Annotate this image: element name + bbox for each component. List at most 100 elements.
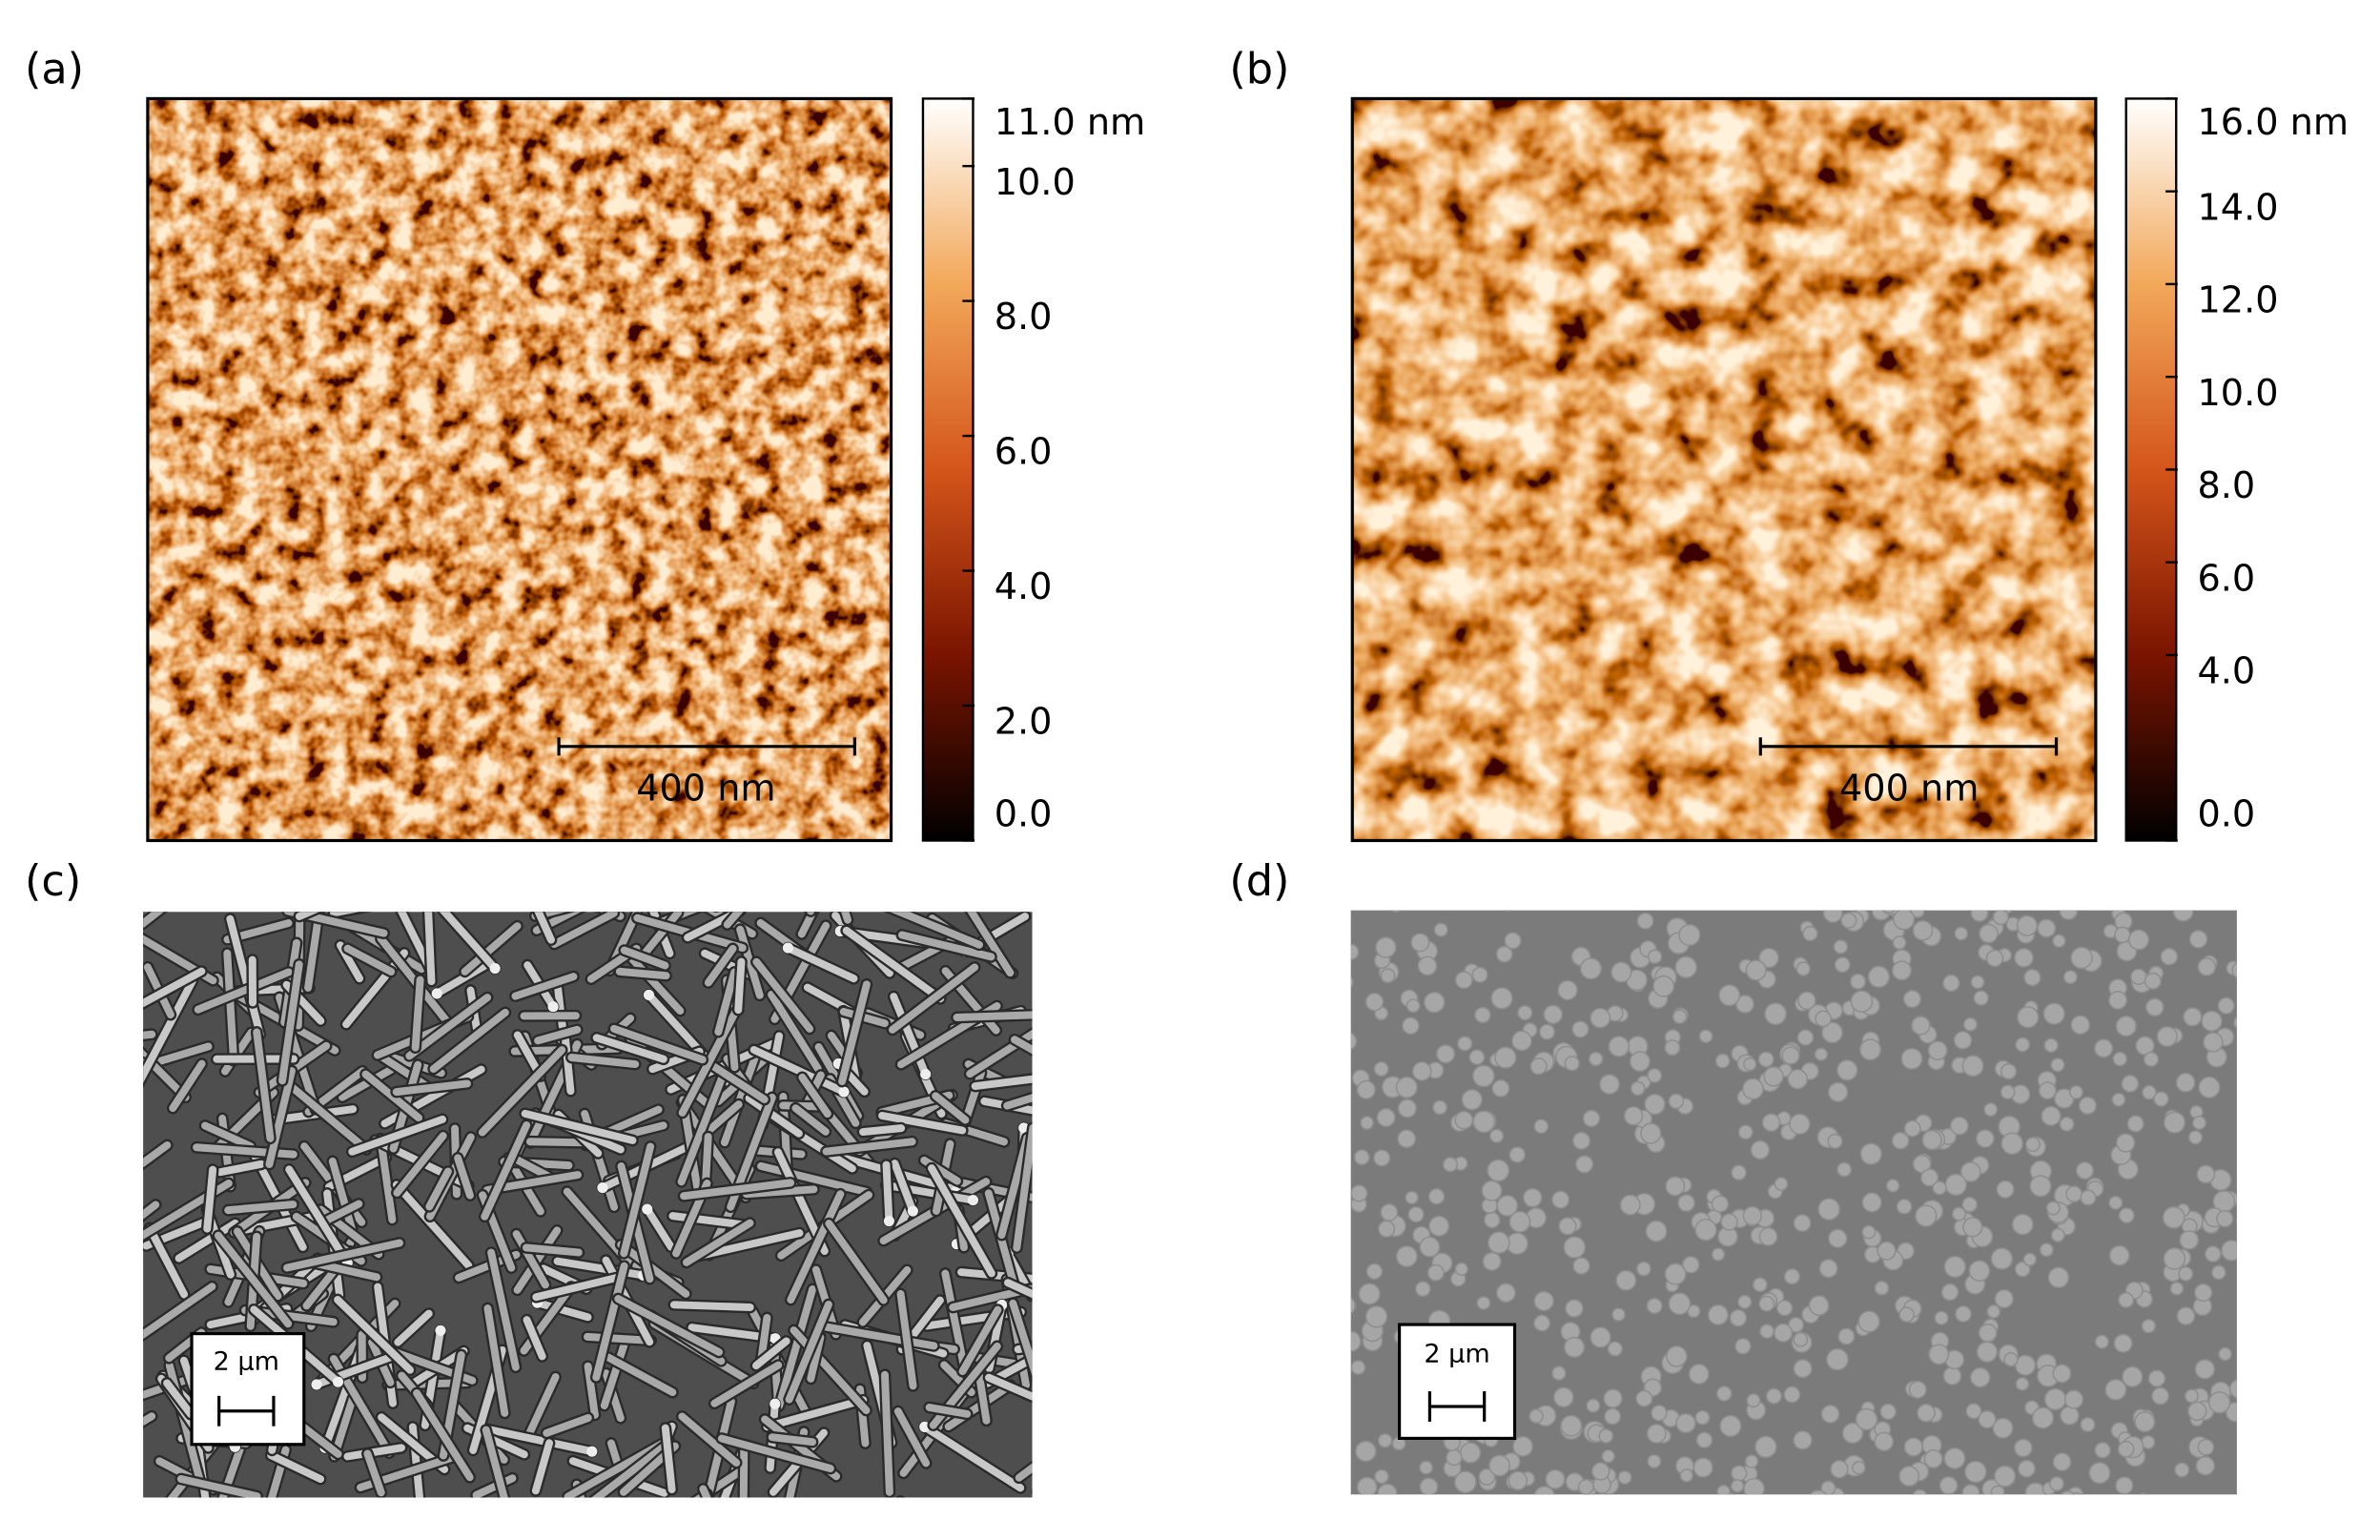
colorbar-tick-label: 10.0 [2198, 373, 2279, 415]
rod [1013, 1123, 1033, 1252]
particle [1575, 1155, 1594, 1174]
particle [2153, 1091, 2169, 1107]
rod [214, 1231, 293, 1328]
particle [1882, 910, 1896, 914]
rod [267, 1451, 325, 1484]
particle [1715, 1386, 1733, 1402]
particle [1350, 1184, 1368, 1202]
particle [2221, 1240, 2237, 1262]
rod [785, 1301, 832, 1404]
particle [1476, 1296, 1491, 1310]
particle [1482, 1251, 1502, 1271]
panel-label: (c) [25, 856, 81, 906]
rod [734, 957, 746, 1015]
particle [2217, 996, 2235, 1015]
particle [1711, 1195, 1730, 1213]
particle [1360, 1116, 1374, 1130]
particle [1433, 922, 1448, 937]
particle [1885, 1179, 1900, 1193]
particle [2045, 1201, 2061, 1216]
particle [1611, 961, 1632, 983]
particle [2130, 968, 2147, 986]
particle [2016, 914, 2039, 936]
particle [1436, 1044, 1456, 1064]
particle [1647, 1453, 1662, 1468]
particle [1419, 1236, 1441, 1258]
particle [1820, 1404, 1840, 1424]
particle [1942, 1366, 1962, 1386]
particle [1720, 1213, 1738, 1231]
particle [1565, 1299, 1584, 1318]
particle [1976, 1341, 1999, 1363]
rod [896, 1289, 917, 1390]
rod [282, 1078, 371, 1154]
particle [2178, 1265, 2194, 1282]
rod [703, 1489, 711, 1498]
particle [1908, 1380, 1927, 1399]
rod [534, 1025, 582, 1045]
particle [1707, 1304, 1729, 1325]
rod [600, 912, 625, 920]
particle [1588, 1051, 1604, 1067]
particle [2176, 1306, 2196, 1325]
particle [1892, 935, 1907, 951]
rod [392, 1079, 471, 1097]
rod [953, 1011, 1033, 1021]
particle [1582, 1109, 1601, 1128]
particle [1674, 955, 1698, 979]
particle [1577, 1478, 1594, 1495]
particle [2052, 934, 2066, 948]
particle [1402, 1016, 1420, 1036]
rod-shadow [143, 1028, 158, 1042]
particle [1795, 961, 1811, 976]
particle [1511, 1030, 1532, 1052]
rod [472, 1474, 517, 1498]
particle [1679, 1468, 1693, 1483]
rod [890, 912, 983, 949]
rod [1003, 1094, 1033, 1110]
rod [454, 1154, 474, 1200]
rod [533, 1299, 592, 1322]
rod [997, 1134, 1032, 1240]
particle [1999, 910, 2009, 913]
particle [2062, 970, 2078, 985]
particle [1891, 1131, 1910, 1150]
particle [1551, 1365, 1567, 1381]
particle [1426, 1263, 1445, 1282]
particle [1688, 1364, 1710, 1385]
colorbar-tick-label: 11.0 nm [995, 102, 1146, 144]
rod [265, 1067, 296, 1169]
particle [2031, 1407, 2055, 1429]
particle [1496, 1283, 1516, 1304]
rod [377, 1135, 397, 1224]
particle [2233, 1016, 2237, 1030]
particle [1874, 1431, 1895, 1452]
particle [1793, 1331, 1809, 1347]
particle [1619, 1194, 1641, 1216]
particle [2063, 1389, 2084, 1409]
particle [1552, 1386, 1574, 1408]
particle [2014, 947, 2034, 968]
rod-tip [782, 942, 793, 954]
particle [1718, 984, 1741, 1007]
rod [609, 1024, 707, 1064]
rod [893, 1407, 931, 1468]
particle [2144, 972, 2162, 990]
particle [1893, 910, 1916, 931]
particle [2188, 930, 2208, 949]
particle [1961, 1484, 1980, 1495]
particle [1419, 1477, 1439, 1495]
rod [392, 1181, 473, 1270]
particle [2075, 1161, 2094, 1181]
rod [605, 1353, 677, 1397]
particle [2162, 1205, 2185, 1229]
particle [1694, 1218, 1717, 1242]
particle [1551, 1190, 1570, 1209]
rod [584, 1332, 655, 1345]
particle [2059, 910, 2079, 921]
scale-bar-label: 400 nm [636, 768, 775, 810]
particle [1468, 1049, 1486, 1066]
particle [1419, 1460, 1433, 1475]
particle [2050, 1227, 2065, 1242]
particle [1951, 1206, 1966, 1222]
